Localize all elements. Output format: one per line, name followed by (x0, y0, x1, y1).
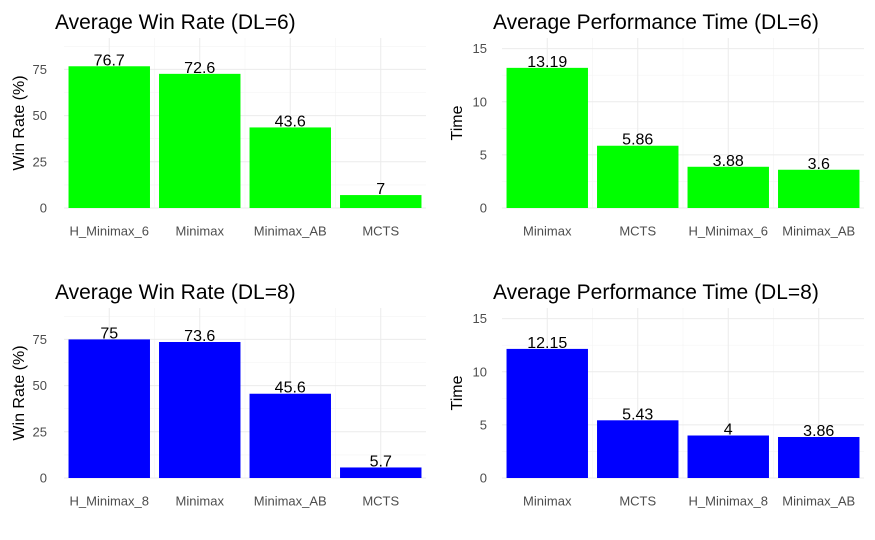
y-axis-label: Time (449, 105, 466, 140)
y-tick-label: 15 (473, 311, 487, 326)
x-tick-label: Minimax_AB (782, 494, 855, 509)
x-tick-label: H_Minimax_6 (70, 224, 149, 239)
chart-title: Average Win Rate (DL=6) (55, 11, 296, 34)
x-tick-label: MCTS (619, 494, 656, 509)
chart-panel-1: 76.7 72.6 43.6 7 0 25 50 75 H_Minimax_6 Minimax Mi… (11, 11, 426, 239)
x-tick-label: Minimax_AB (782, 224, 855, 239)
chart-panel-2: 13.19 5.86 3.88 3.6 0 5 10 15 Minimax MCTS H_Minim… (449, 11, 864, 239)
data-label: 13.19 (527, 54, 567, 71)
bar-mcts (340, 195, 422, 208)
y-tick-label: 25 (33, 154, 47, 169)
chart-panel-4: 12.15 5.43 4 3.86 0 5 10 15 Minimax MCTS H_Minimax… (449, 281, 864, 509)
y-tick-label: 10 (473, 94, 487, 109)
x-tick-label: Minimax (523, 224, 572, 239)
data-label: 5.7 (370, 453, 392, 470)
bar-h-minimax-8 (68, 339, 150, 478)
y-tick-label: 0 (480, 471, 487, 486)
x-tick-label: Minimax_AB (254, 224, 327, 239)
y-tick-label: 0 (40, 471, 47, 486)
x-tick-label: MCTS (362, 494, 399, 509)
bar-minimax-ab (778, 169, 860, 208)
data-label: 45.6 (275, 380, 306, 397)
bar-minimax (159, 342, 241, 478)
chart-panel-3: 75 73.6 45.6 5.7 0 25 50 75 H_Minimax_8 Minimax Mi… (11, 281, 426, 509)
data-label: 76.7 (94, 52, 125, 69)
data-label: 75 (100, 325, 118, 342)
y-axis-label: Win Rate (%) (11, 345, 28, 440)
data-label: 3.86 (803, 423, 834, 440)
y-tick-label: 5 (480, 147, 487, 162)
data-label: 73.6 (184, 328, 215, 345)
y-tick-label: 75 (33, 62, 47, 77)
bar-minimax-ab (249, 127, 331, 208)
x-tick-label: Minimax (176, 224, 225, 239)
data-label: 72.6 (184, 60, 215, 77)
data-label: 3.6 (808, 156, 830, 173)
bar-h-minimax-6 (687, 166, 769, 208)
data-label: 4 (724, 422, 733, 439)
x-tick-label: Minimax (523, 494, 572, 509)
bar-mcts (597, 145, 679, 208)
bar-minimax-ab (249, 393, 331, 478)
data-label: 3.88 (713, 153, 744, 170)
data-label: 7 (376, 181, 385, 198)
x-tick-label: H_Minimax_8 (689, 494, 768, 509)
bar-minimax (159, 73, 241, 208)
bar-minimax-ab (778, 436, 860, 478)
y-tick-label: 10 (473, 364, 487, 379)
y-axis-label: Win Rate (%) (11, 75, 28, 170)
chart-title: Average Win Rate (DL=8) (55, 281, 296, 304)
y-tick-label: 15 (473, 41, 487, 56)
y-tick-label: 25 (33, 424, 47, 439)
data-label: 5.43 (622, 406, 653, 423)
y-tick-label: 50 (33, 378, 47, 393)
y-tick-label: 5 (480, 417, 487, 432)
x-tick-label: H_Minimax_8 (70, 494, 149, 509)
bar-h-minimax-6 (68, 66, 150, 209)
y-tick-label: 0 (40, 201, 47, 216)
chart-title: Average Performance Time (DL=6) (493, 11, 819, 34)
x-tick-label: MCTS (362, 224, 399, 239)
bar-mcts (597, 420, 679, 478)
bar-minimax (506, 67, 588, 208)
x-tick-label: MCTS (619, 224, 656, 239)
x-tick-label: Minimax_AB (254, 494, 327, 509)
bar-minimax (506, 348, 588, 478)
x-tick-label: H_Minimax_6 (689, 224, 768, 239)
y-tick-label: 0 (480, 201, 487, 216)
y-tick-label: 50 (33, 108, 47, 123)
y-axis-label: Time (449, 375, 466, 410)
x-tick-label: Minimax (176, 494, 225, 509)
y-tick-label: 75 (33, 332, 47, 347)
bar-mcts (340, 467, 422, 478)
chart-title: Average Performance Time (DL=8) (493, 281, 819, 304)
data-label: 43.6 (275, 113, 306, 130)
bar-h-minimax-8 (687, 435, 769, 478)
data-label: 12.15 (527, 335, 567, 352)
data-label: 5.86 (622, 132, 653, 149)
